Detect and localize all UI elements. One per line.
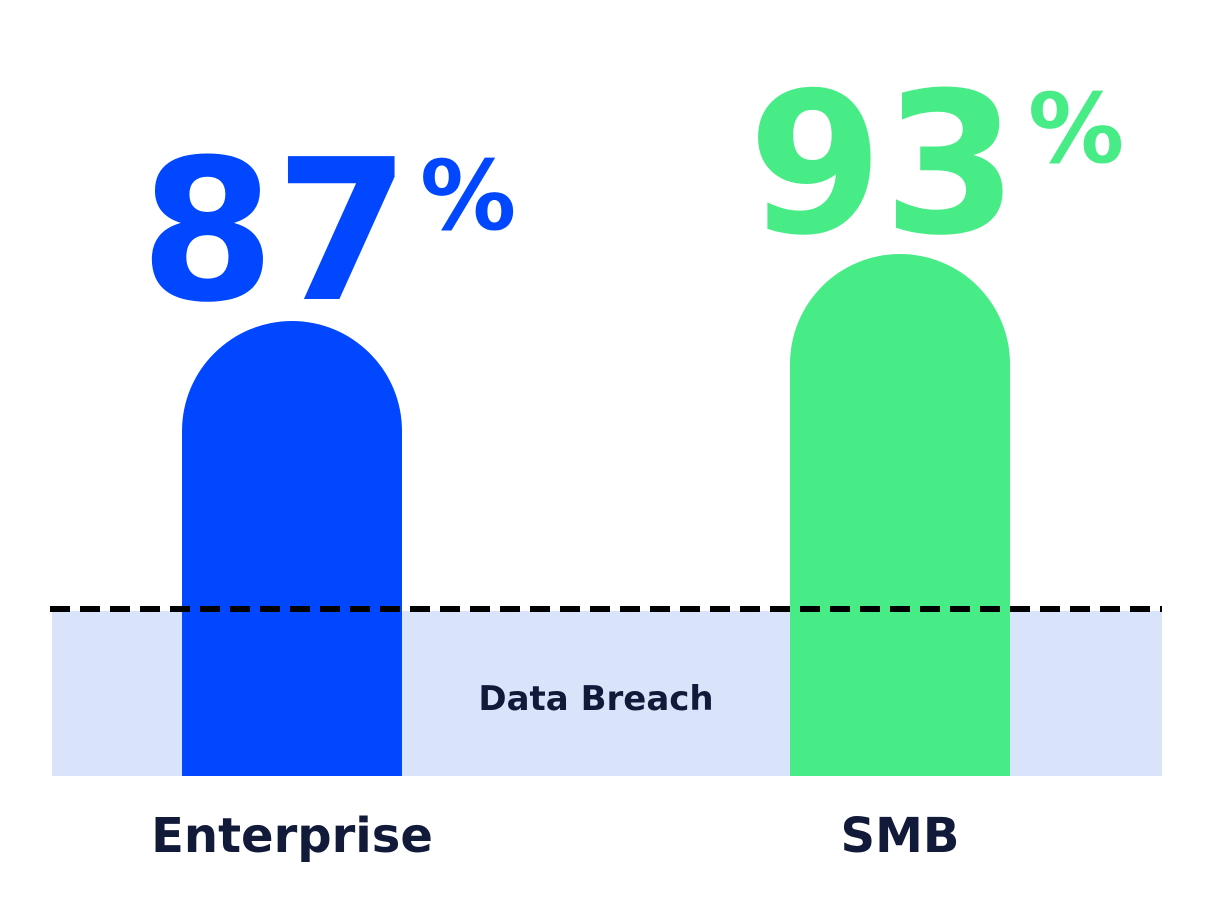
percent-sign-enterprise: % xyxy=(420,140,516,252)
bar-smb xyxy=(790,254,1010,776)
category-label-smb: SMB xyxy=(841,808,960,864)
labels-layer: 87 % Enterprise 93 % SMB xyxy=(140,51,1124,864)
bars-layer xyxy=(182,254,1010,776)
bar-enterprise xyxy=(182,321,402,776)
percent-sign-smb: % xyxy=(1028,73,1124,185)
category-label-enterprise: Enterprise xyxy=(151,808,433,864)
data-breach-label: Data Breach xyxy=(478,679,713,719)
value-label-smb: 93 xyxy=(748,51,1018,279)
value-label-enterprise: 87 xyxy=(140,118,410,346)
